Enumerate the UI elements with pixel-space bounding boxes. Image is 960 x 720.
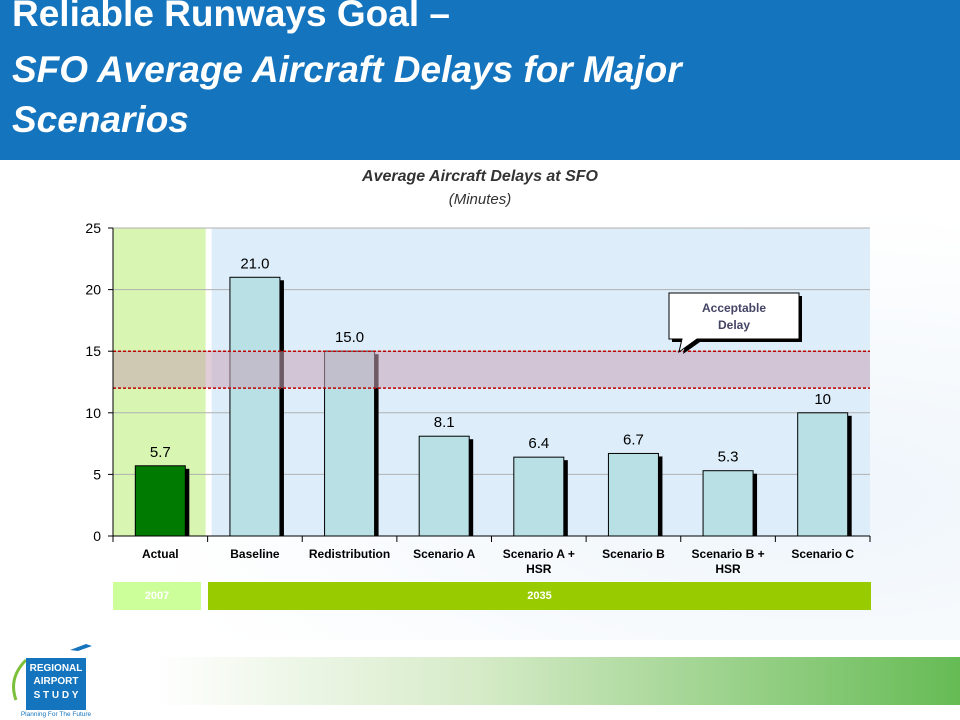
title-banner: Reliable Runways Goal – SFO Average Airc… bbox=[0, 0, 960, 160]
bar-actual bbox=[134, 465, 186, 537]
logo-box bbox=[26, 658, 86, 710]
period-2007-band: 2007 bbox=[113, 582, 201, 610]
data-label: 6.4 bbox=[528, 435, 549, 452]
bar-scenario-a-hsr bbox=[513, 456, 565, 537]
acceptable-delay-band bbox=[113, 351, 870, 389]
x-tick-label: Scenario B + bbox=[692, 547, 765, 561]
x-tick-label: Scenario B bbox=[602, 547, 665, 561]
period-2035-band: 2035 bbox=[208, 582, 871, 610]
x-tick-label: Redistribution bbox=[309, 547, 390, 561]
data-label: 6.7 bbox=[623, 431, 644, 448]
callout-line1: Acceptable bbox=[702, 301, 766, 315]
page-title-line3: Scenarios bbox=[12, 99, 189, 140]
page-title-line1: Reliable Runways Goal – bbox=[12, 0, 450, 34]
y-tick-label: 10 bbox=[85, 405, 101, 421]
bar-scenario-b bbox=[607, 452, 659, 537]
x-tick-label: HSR bbox=[715, 562, 741, 576]
bar-scenario-b-hsr bbox=[702, 470, 754, 537]
x-tick-label: Actual bbox=[142, 547, 179, 561]
chart-title: Average Aircraft Delays at SFO bbox=[362, 168, 598, 185]
y-tick-label: 15 bbox=[85, 343, 101, 359]
y-tick-label: 0 bbox=[93, 528, 101, 544]
y-tick-label: 20 bbox=[85, 282, 101, 298]
data-label: 21.0 bbox=[240, 255, 269, 272]
regional-airport-study-logo: REGIONAL AIRPORT S T U D Y Planning For … bbox=[12, 644, 92, 718]
x-tick-label: Scenario C bbox=[791, 547, 854, 561]
data-label: 5.7 bbox=[150, 444, 171, 461]
data-label: 5.3 bbox=[718, 449, 739, 466]
bar-scenario-a bbox=[418, 435, 470, 537]
bar-scenario-c bbox=[797, 412, 849, 537]
x-tick-label: Scenario A + bbox=[503, 547, 575, 561]
plane-icon bbox=[70, 644, 92, 651]
acceptable-delay-callout bbox=[668, 292, 800, 354]
bar-baseline bbox=[229, 276, 281, 537]
x-tick-label: Scenario A bbox=[413, 547, 476, 561]
x-tick-label: Baseline bbox=[230, 547, 280, 561]
logo-line3: S T U D Y bbox=[34, 690, 79, 701]
callout-line2: Delay bbox=[718, 318, 750, 332]
data-label: 8.1 bbox=[434, 414, 455, 431]
logo-line2: AIRPORT bbox=[34, 676, 79, 687]
footer-band bbox=[155, 657, 960, 705]
logo-tagline: Planning For The Future bbox=[21, 711, 92, 718]
data-label: 15.0 bbox=[335, 329, 364, 346]
chart-subtitle: (Minutes) bbox=[448, 191, 512, 208]
y-tick-label: 5 bbox=[93, 466, 101, 482]
y-tick-label: 25 bbox=[85, 220, 101, 236]
data-label: 10 bbox=[814, 391, 831, 408]
page-title-line2: SFO Average Aircraft Delays for Major bbox=[12, 49, 682, 90]
swoosh-icon bbox=[12, 658, 28, 701]
logo-line1: REGIONAL bbox=[30, 663, 83, 674]
x-tick-label: HSR bbox=[526, 562, 552, 576]
